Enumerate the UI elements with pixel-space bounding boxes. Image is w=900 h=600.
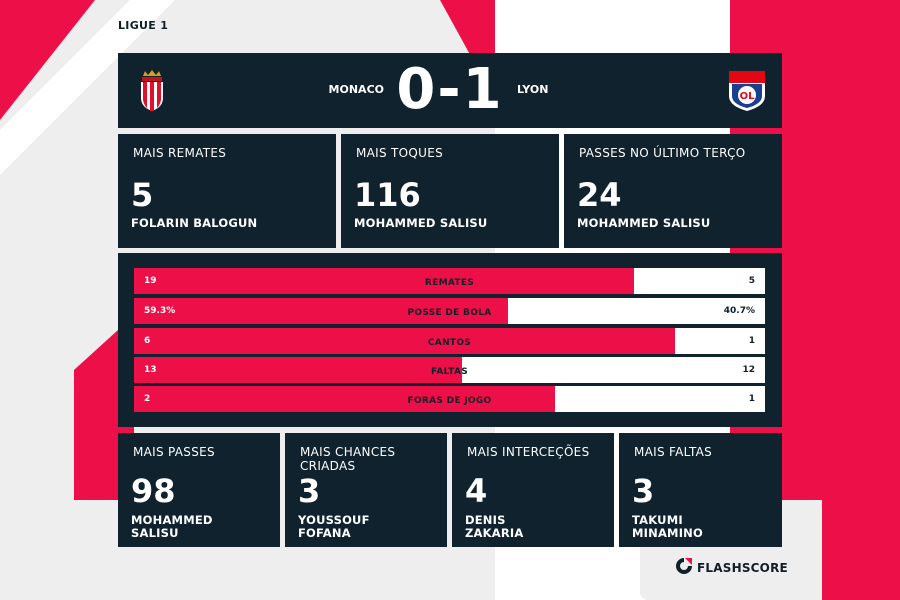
player-last-name: SALISU: [131, 526, 179, 540]
stat-card-player: FOLARIN BALOGUN: [131, 216, 258, 230]
stat-bar-label: CANTOS: [427, 338, 472, 348]
stat-card-label-text: MAIS INTERCEÇÕES: [467, 445, 590, 459]
stat-card-label-line2: CRIADAS: [300, 459, 356, 473]
stat-card-value: 3: [298, 472, 321, 510]
stat-bar-row: 13 FALTAS 12: [134, 357, 765, 383]
stat-bar-home-value: 6: [144, 336, 151, 346]
stat-bar-home-value: 2: [144, 394, 151, 404]
stat-card-most-passes: MAIS PASSES 98 MOHAMMED SALISU: [118, 433, 280, 547]
stat-card-player: MOHAMMED SALISU: [131, 514, 213, 540]
stat-card-player: MOHAMMED SALISU: [577, 216, 711, 230]
stat-bar-away-value: 12: [742, 365, 755, 375]
stat-bar-away-value: 5: [748, 276, 755, 286]
stat-bar-home-value: 59.3%: [144, 306, 176, 316]
stat-bar-away-value: 40.7%: [723, 306, 755, 316]
stat-card-label: MAIS CHANCES CRIADAS: [300, 445, 395, 473]
stat-card-most-shots: MAIS REMATES 5 FOLARIN BALOGUN: [118, 134, 336, 248]
stat-bar-label: FALTAS: [430, 367, 468, 377]
stat-card-most-touches: MAIS TOQUES 116 MOHAMMED SALISU: [341, 134, 559, 248]
stat-card-value: 98: [131, 472, 176, 510]
stat-card-most-chances-created: MAIS CHANCES CRIADAS 3 YOUSSOUF FOFANA: [285, 433, 447, 547]
stat-bar-home-value: 19: [144, 276, 157, 286]
player-first-name: MOHAMMED: [131, 513, 213, 527]
stat-card-player: YOUSSOUF FOFANA: [298, 514, 370, 540]
player-last-name: MINAMINO: [632, 526, 703, 540]
player-first-name: TAKUMI: [632, 513, 683, 527]
player-first-name: DENIS: [465, 513, 506, 527]
stat-card-label-text: MAIS FALTAS: [634, 445, 713, 459]
stat-card-label-line1: MAIS CHANCES: [300, 445, 396, 459]
stat-card-label: MAIS INTERCEÇÕES: [467, 445, 590, 459]
away-team-name: LYON: [517, 83, 549, 96]
stat-card-value: 5: [131, 176, 154, 214]
match-stats-bars: 19 REMATES 5 59.3% POSSE DE BOLA 40.7% 6…: [118, 253, 782, 427]
stat-bar-away-value: 1: [748, 394, 755, 404]
stat-bar-home-fill: [134, 268, 634, 294]
stat-bar-row: 19 REMATES 5: [134, 268, 765, 294]
stat-card-label: MAIS PASSES: [133, 445, 215, 459]
player-last-name: FOFANA: [298, 526, 351, 540]
stat-bar-home-fill: [134, 328, 675, 354]
as-monaco-crest-icon: [139, 70, 165, 116]
stat-card-final-third-passes: PASSES NO ÚLTIMO TERÇO 24 MOHAMMED SALIS…: [564, 134, 782, 248]
stat-bar-label: FORAS DE JOGO: [407, 396, 492, 406]
match-score: 0-1: [396, 57, 504, 122]
flashscore-brand: FLASHSCORE: [675, 557, 788, 579]
stat-bar-home-fill: [134, 298, 509, 324]
stat-bar-row: 6 CANTOS 1: [134, 328, 765, 354]
player-last-name: ZAKARIA: [465, 526, 524, 540]
stat-card-value: 3: [632, 472, 655, 510]
stat-card-player: TAKUMI MINAMINO: [632, 514, 703, 540]
stat-bar-home-value: 13: [144, 365, 157, 375]
stat-card-label: PASSES NO ÚLTIMO TERÇO: [579, 146, 746, 160]
stat-bar-label: POSSE DE BOLA: [407, 308, 492, 318]
stat-card-label: MAIS TOQUES: [356, 146, 444, 160]
stat-card-most-interceptions: MAIS INTERCEÇÕES 4 DENIS ZAKARIA: [452, 433, 614, 547]
stat-card-player: MOHAMMED SALISU: [354, 216, 488, 230]
stat-card-most-fouls: MAIS FALTAS 3 TAKUMI MINAMINO: [619, 433, 782, 547]
stat-card-value: 24: [577, 176, 622, 214]
player-first-name: YOUSSOUF: [298, 513, 370, 527]
stat-bar-away-value: 1: [748, 336, 755, 346]
stat-bar-row: 59.3% POSSE DE BOLA 40.7%: [134, 298, 765, 324]
stat-card-label: MAIS FALTAS: [634, 445, 712, 459]
stat-card-label: MAIS REMATES: [133, 146, 227, 160]
match-header: MONACO 0-1 LYON OL: [118, 53, 782, 128]
svg-text:OL: OL: [740, 91, 756, 102]
stat-bar-home-fill: [134, 386, 555, 412]
stat-card-value: 4: [465, 472, 488, 510]
stat-card-player: DENIS ZAKARIA: [465, 514, 524, 540]
stat-card-label-text: MAIS PASSES: [133, 445, 215, 459]
stat-bar-row: 2 FORAS DE JOGO 1: [134, 386, 765, 412]
flashscore-wordmark: FLASHSCORE: [697, 561, 788, 575]
flashscore-logo-icon: [675, 557, 693, 579]
stat-bar-home-fill: [134, 357, 463, 383]
olympique-lyonnais-crest-icon: OL: [728, 70, 766, 116]
home-team-name: MONACO: [328, 83, 384, 96]
stat-card-value: 116: [354, 176, 421, 214]
league-title: LIGUE 1: [118, 19, 169, 32]
stat-bar-label: REMATES: [424, 278, 475, 288]
